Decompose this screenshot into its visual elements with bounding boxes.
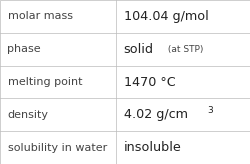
Text: 4.02 g/cm: 4.02 g/cm xyxy=(124,108,188,121)
Text: 104.04 g/mol: 104.04 g/mol xyxy=(124,10,208,23)
Text: phase: phase xyxy=(8,44,41,54)
Text: 1470 °C: 1470 °C xyxy=(124,75,176,89)
Text: solubility in water: solubility in water xyxy=(8,143,107,153)
Text: 3: 3 xyxy=(208,106,213,115)
Text: insoluble: insoluble xyxy=(124,141,182,154)
Text: melting point: melting point xyxy=(8,77,82,87)
Text: density: density xyxy=(8,110,48,120)
Text: molar mass: molar mass xyxy=(8,11,72,21)
Text: (at STP): (at STP) xyxy=(165,45,203,54)
Text: solid: solid xyxy=(124,43,154,56)
